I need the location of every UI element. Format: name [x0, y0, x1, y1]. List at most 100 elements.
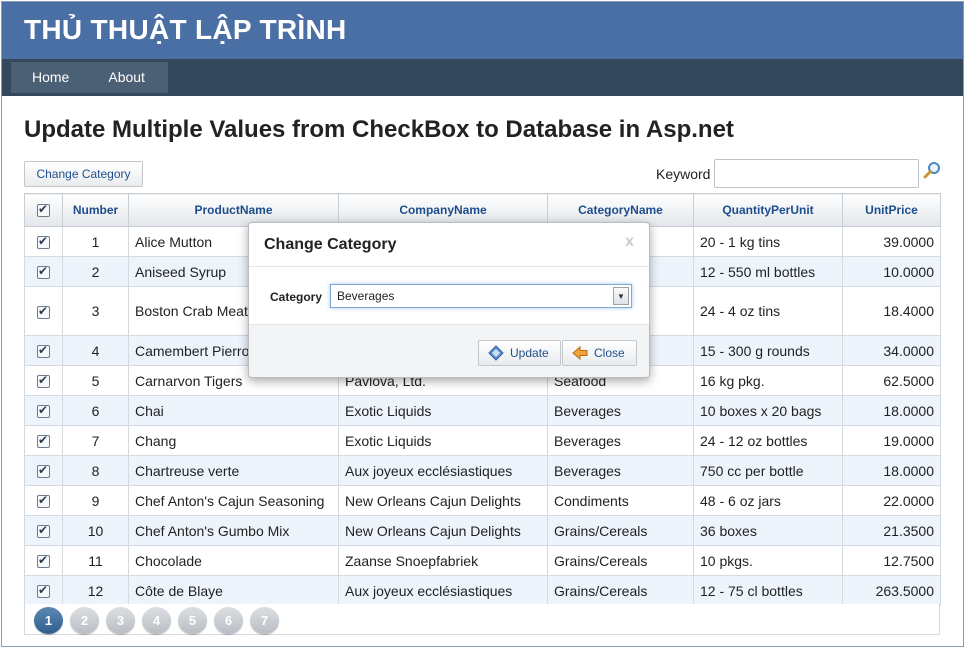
- cell-company: Zaanse Snoepfabriek: [338, 545, 548, 576]
- page-button-2[interactable]: 2: [70, 607, 99, 634]
- cell-number: 8: [62, 455, 129, 486]
- cell-quantity: 10 pkgs.: [693, 545, 843, 576]
- col-header-category[interactable]: CategoryName: [547, 193, 694, 227]
- table-header-row: Number ProductName CompanyName CategoryN…: [24, 193, 941, 227]
- cell-company: New Orleans Cajun Delights: [338, 515, 548, 546]
- cell-product: Chang: [128, 425, 339, 456]
- row-checkbox[interactable]: [37, 373, 50, 389]
- page-button-3[interactable]: 3: [106, 607, 135, 634]
- nav-menu: Home About: [11, 62, 168, 93]
- cell-category: Grains/Cereals: [547, 515, 694, 546]
- cell-quantity: 36 boxes: [693, 515, 843, 546]
- cell-company: Exotic Liquids: [338, 425, 548, 456]
- row-checkbox[interactable]: [37, 403, 50, 419]
- row-checkbox[interactable]: [37, 304, 50, 319]
- row-checkbox-cell: [24, 515, 63, 546]
- row-checkbox[interactable]: [37, 264, 50, 280]
- search-magnifier-icon[interactable]: [922, 161, 942, 181]
- col-header-quantity[interactable]: QuantityPerUnit: [693, 193, 843, 227]
- cell-quantity: 12 - 550 ml bottles: [693, 256, 843, 287]
- dialog-body: Category Beverages ▼: [249, 267, 649, 324]
- nav-about[interactable]: About: [108, 69, 145, 85]
- cell-price: 10.0000: [842, 256, 941, 287]
- cell-number: 4: [62, 335, 129, 366]
- update-button[interactable]: Update: [478, 340, 561, 366]
- row-checkbox[interactable]: [37, 523, 50, 539]
- cell-company: Aux joyeux ecclésiastiques: [338, 575, 548, 606]
- page-title: Update Multiple Values from CheckBox to …: [24, 116, 734, 143]
- cell-price: 18.0000: [842, 395, 941, 426]
- cell-number: 6: [62, 395, 129, 426]
- cell-quantity: 15 - 300 g rounds: [693, 335, 843, 366]
- dialog-footer: Update Close: [249, 324, 649, 377]
- cell-quantity: 20 - 1 kg tins: [693, 226, 843, 257]
- cell-category: Beverages: [547, 455, 694, 486]
- row-checkbox-cell: [24, 575, 63, 606]
- cell-quantity: 12 - 75 cl bottles: [693, 575, 843, 606]
- cell-quantity: 24 - 4 oz tins: [693, 286, 843, 336]
- cell-quantity: 48 - 6 oz jars: [693, 485, 843, 516]
- row-checkbox-cell: [24, 286, 63, 336]
- row-checkbox-cell: [24, 226, 63, 257]
- cell-product: Chai: [128, 395, 339, 426]
- select-all-checkbox[interactable]: [37, 202, 50, 218]
- cell-product: Côte de Blaye: [128, 575, 339, 606]
- row-checkbox-cell: [24, 365, 63, 396]
- site-title: THỦ THUẬT LẬP TRÌNH: [24, 14, 347, 45]
- cell-category: Beverages: [547, 425, 694, 456]
- row-checkbox[interactable]: [37, 463, 50, 479]
- cell-quantity: 24 - 12 oz bottles: [693, 425, 843, 456]
- row-checkbox[interactable]: [37, 343, 50, 359]
- arrow-left-icon: [572, 345, 588, 361]
- keyword-input[interactable]: [714, 159, 919, 188]
- page-button-4[interactable]: 4: [142, 607, 171, 634]
- category-select-value: Beverages: [337, 289, 395, 303]
- row-checkbox[interactable]: [37, 433, 50, 449]
- cell-price: 34.0000: [842, 335, 941, 366]
- cell-number: 10: [62, 515, 129, 546]
- cell-product: Chef Anton's Cajun Seasoning: [128, 485, 339, 516]
- page-button-5[interactable]: 5: [178, 607, 207, 634]
- page-button-1[interactable]: 1: [34, 607, 63, 634]
- cell-price: 18.0000: [842, 455, 941, 486]
- cell-quantity: 16 kg pkg.: [693, 365, 843, 396]
- change-category-button[interactable]: Change Category: [24, 161, 143, 187]
- cell-number: 12: [62, 575, 129, 606]
- row-checkbox-cell: [24, 545, 63, 576]
- page-button-7[interactable]: 7: [250, 607, 279, 634]
- row-checkbox-cell: [24, 455, 63, 486]
- cell-product: Chocolade: [128, 545, 339, 576]
- cell-company: Exotic Liquids: [338, 395, 548, 426]
- category-select[interactable]: Beverages ▼: [330, 284, 632, 308]
- nav-home[interactable]: Home: [32, 69, 70, 85]
- row-checkbox[interactable]: [37, 583, 50, 599]
- dialog-close-x[interactable]: x: [625, 233, 634, 250]
- row-checkbox-cell: [24, 485, 63, 516]
- col-header-number[interactable]: Number: [62, 193, 129, 227]
- row-checkbox-cell: [24, 335, 63, 366]
- select-all-header: [24, 193, 63, 227]
- row-checkbox[interactable]: [37, 234, 50, 250]
- cell-price: 18.4000: [842, 286, 941, 336]
- cell-price: 22.0000: [842, 485, 941, 516]
- page-button-6[interactable]: 6: [214, 607, 243, 634]
- cell-number: 1: [62, 226, 129, 257]
- update-diamond-icon: [488, 345, 504, 361]
- row-checkbox[interactable]: [37, 493, 50, 509]
- keyword-label: Keyword: [656, 166, 711, 182]
- close-button[interactable]: Close: [562, 340, 637, 366]
- col-header-price[interactable]: UnitPrice: [842, 193, 941, 227]
- col-header-product[interactable]: ProductName: [128, 193, 339, 227]
- row-checkbox[interactable]: [37, 553, 50, 569]
- cell-price: 21.3500: [842, 515, 941, 546]
- cell-number: 9: [62, 485, 129, 516]
- col-header-company[interactable]: CompanyName: [338, 193, 548, 227]
- chevron-down-icon[interactable]: ▼: [613, 287, 629, 305]
